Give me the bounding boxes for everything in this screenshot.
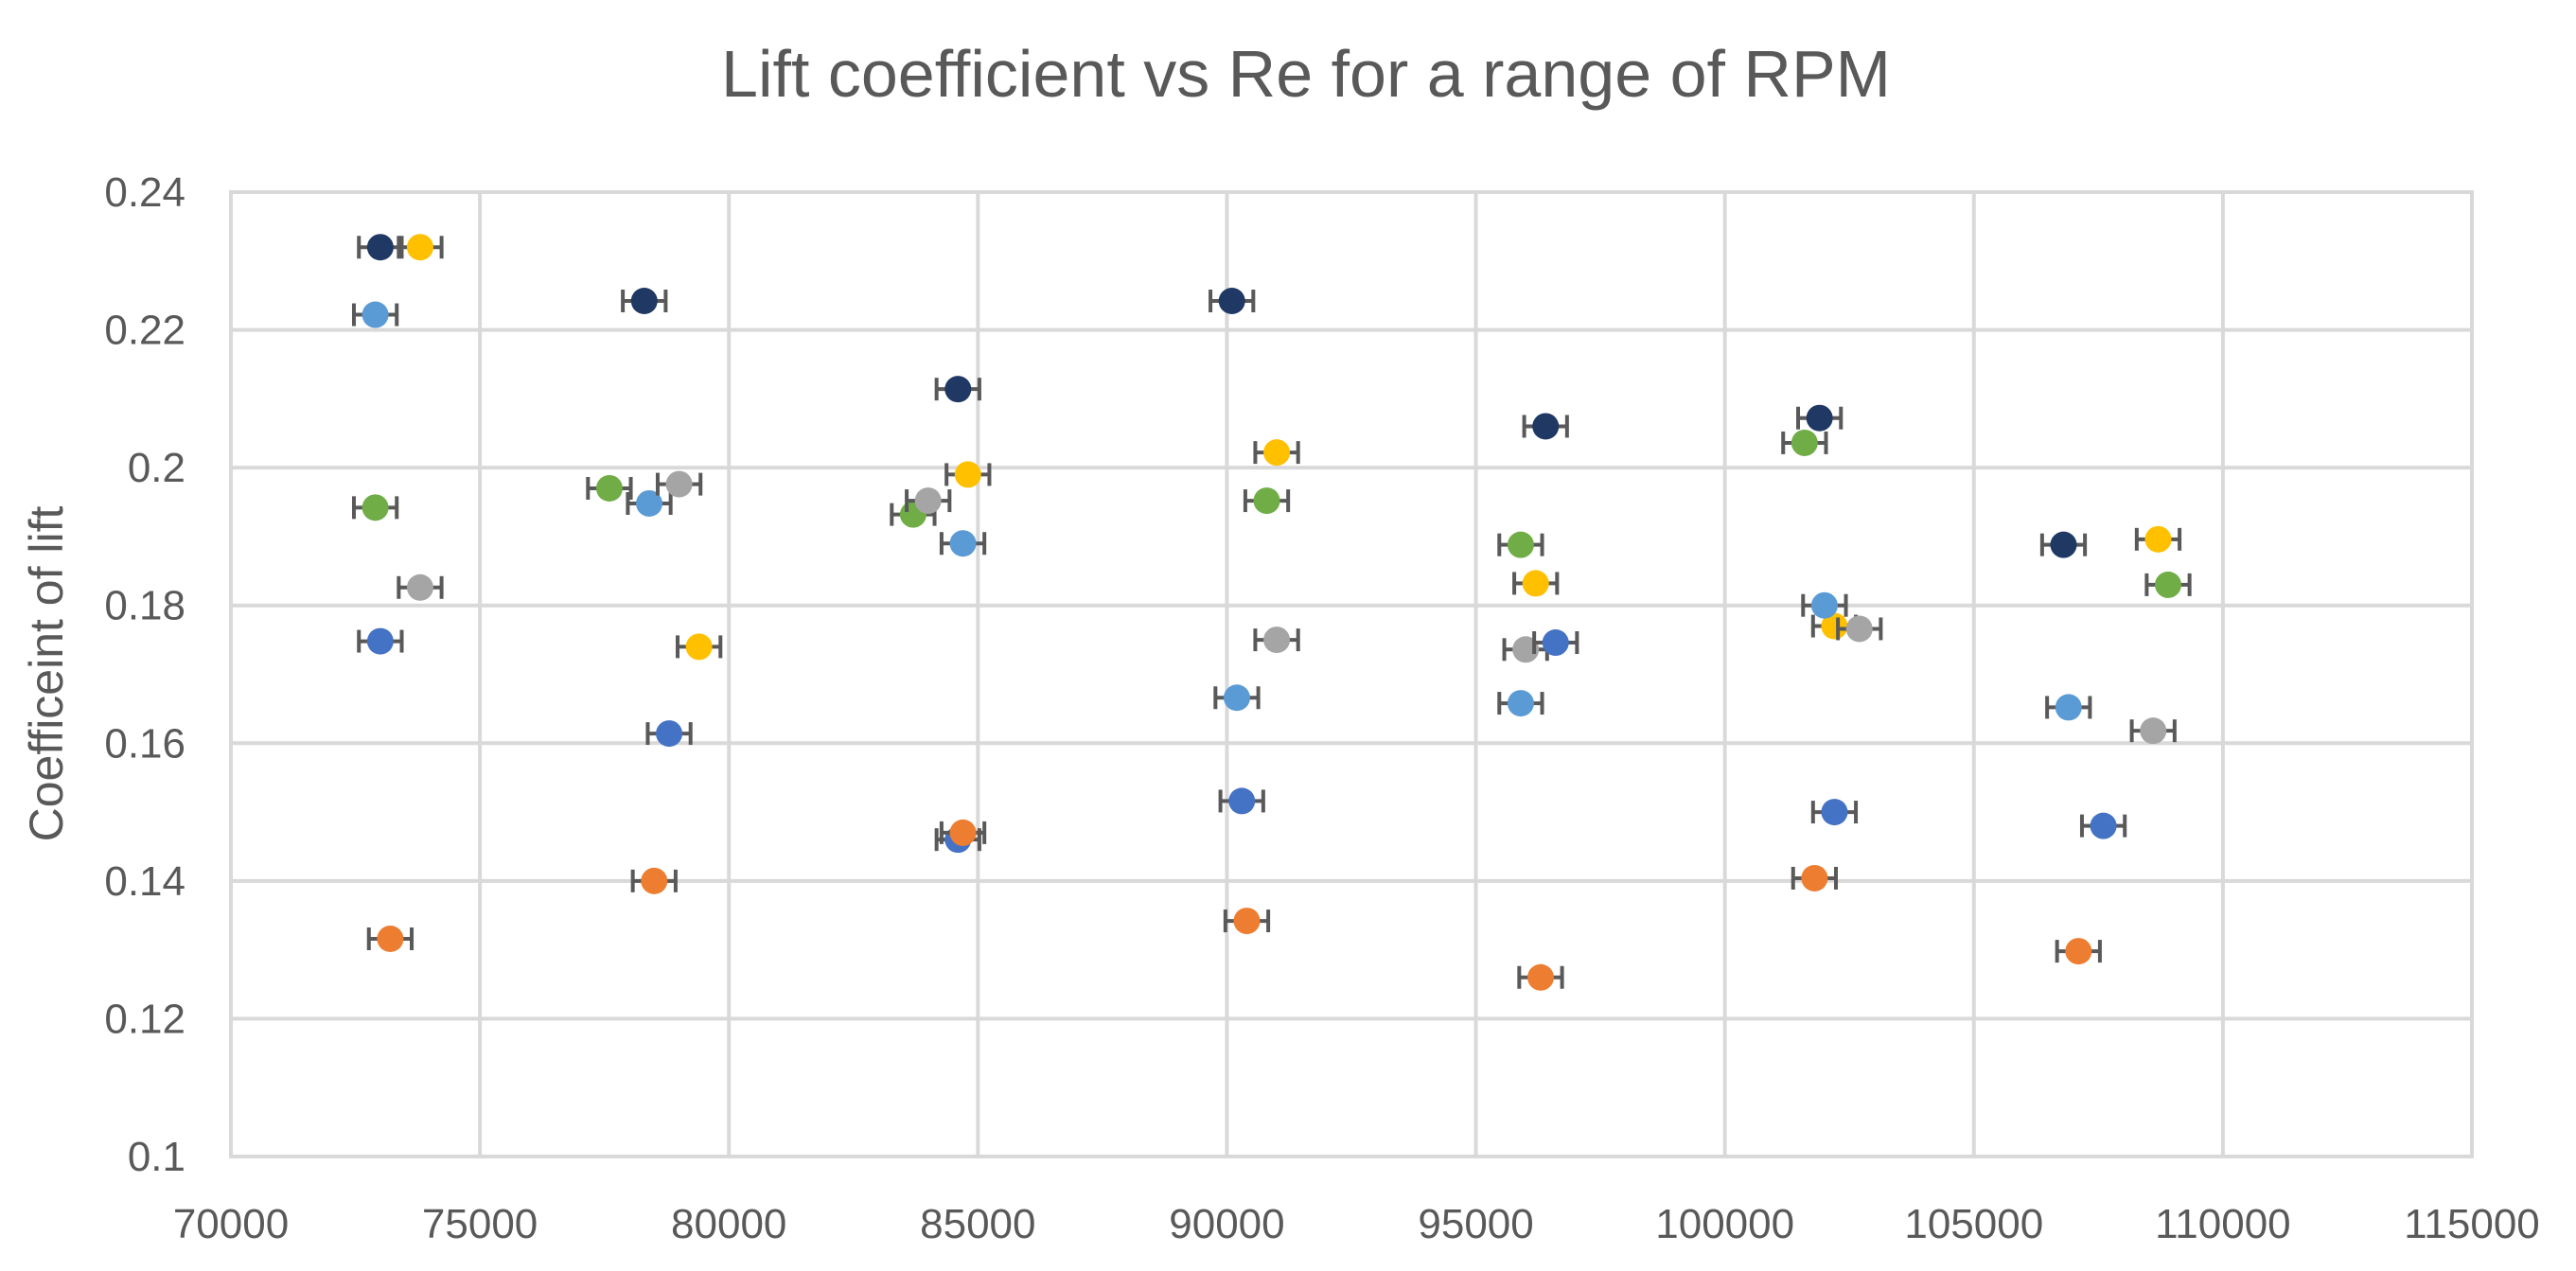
x-tick-label: 85000 [920,1201,1035,1247]
y-tick-label: 0.16 [104,720,185,767]
data-point [1821,612,1848,640]
x-tick-label: 80000 [671,1201,786,1247]
data-point [1507,690,1534,717]
data-point [630,288,658,315]
data-points [351,234,2192,991]
x-tick-label: 75000 [422,1201,538,1247]
y-tick-label: 0.12 [104,996,185,1042]
y-tick-label: 0.1 [128,1134,185,1180]
data-point [1791,429,1818,456]
gridlines [229,190,2474,1158]
data-point [944,376,972,403]
data-point [1532,413,1560,440]
data-point [1845,615,1873,643]
data-point [406,234,433,261]
data-point [1526,963,1554,991]
data-point [1821,799,1848,826]
data-point [1810,591,1838,619]
data-point [949,530,977,557]
data-point [1228,787,1256,815]
data-point [949,819,977,846]
series-5 [397,470,2177,745]
data-point [1522,570,1549,597]
y-axis-label: Coefficeint of lift [20,505,73,841]
x-tick-label: 110000 [2155,1201,2291,1247]
x-tick-label: 90000 [1169,1201,1284,1247]
data-point [406,574,433,601]
data-point [362,301,389,328]
tick-labels: 70000 75000 80000 85000 90000 95000 100000 1050… [104,169,2539,1247]
data-point [1263,439,1291,467]
data-point [2155,571,2182,598]
series-1 [357,234,2088,558]
data-point [665,470,693,498]
data-point [1253,487,1280,515]
data-point [636,489,663,517]
data-point [366,234,394,261]
y-tick-label: 0.14 [104,858,185,905]
data-point [362,494,389,521]
data-point [1223,684,1250,712]
data-point [914,487,942,515]
data-point [685,633,713,661]
y-tick-label: 0.24 [104,169,185,216]
x-tick-label: 70000 [173,1201,289,1247]
data-point [1218,288,1245,315]
x-tick-label: 105000 [1904,1201,2043,1247]
data-point [2055,694,2082,721]
data-point [1507,531,1534,558]
data-point [656,720,683,748]
x-tick-label: 100000 [1655,1201,1794,1247]
data-point [2144,525,2172,553]
x-tick-label: 95000 [1418,1201,1533,1247]
data-point [641,867,668,894]
plot-frame [229,190,2474,1158]
x-tick-label: 115000 [2404,1201,2540,1247]
data-point [1801,864,1828,891]
y-tick-label: 0.22 [104,308,185,354]
data-point [1806,404,1833,432]
data-point [954,461,981,488]
y-tick-label: 0.18 [104,583,185,629]
data-point [2065,938,2092,965]
data-point [595,474,623,502]
data-point [2140,717,2167,745]
chart-title: Lift coefficient vs Re for a range of RP… [721,37,1891,111]
data-point [1263,627,1291,654]
series-7 [366,819,2102,991]
data-point [1542,629,1569,657]
data-point [1233,908,1261,935]
data-point [2090,812,2117,839]
series-3 [351,301,2092,721]
data-point [366,627,394,655]
data-point [2050,531,2077,558]
series-6 [357,627,2127,854]
y-tick-label: 0.2 [128,445,185,491]
data-point [377,925,404,952]
